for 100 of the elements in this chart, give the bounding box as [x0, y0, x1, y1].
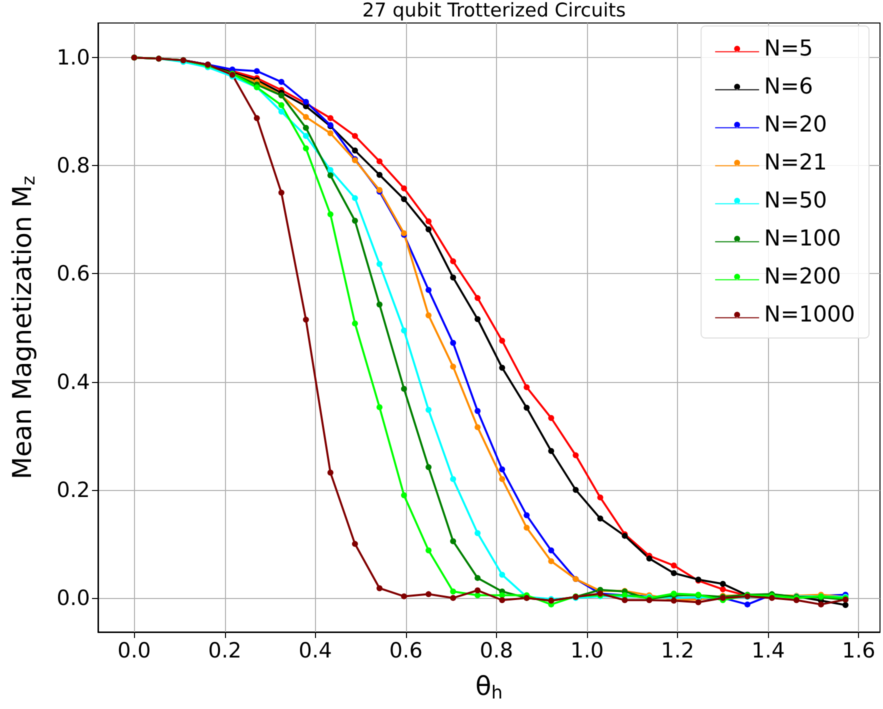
point: [474, 530, 481, 536]
point: [499, 572, 506, 578]
point: [401, 386, 408, 392]
point: [327, 130, 334, 136]
point: [450, 588, 456, 594]
y-tick-label: 1.0: [56, 46, 90, 70]
point: [401, 492, 408, 498]
x-tick-label: 1.0: [570, 638, 604, 662]
point: [499, 476, 506, 482]
x-tick-label: 0.2: [208, 638, 242, 662]
point: [499, 597, 506, 604]
point: [597, 516, 604, 522]
point: [474, 316, 481, 322]
point: [450, 594, 456, 601]
legend-label: N=6: [764, 74, 814, 100]
point: [376, 158, 383, 164]
legend-label: N=50: [764, 188, 828, 214]
point: [254, 115, 260, 122]
legend-label: N=1000: [764, 302, 856, 328]
point: [327, 172, 334, 178]
legend-label: N=20: [764, 112, 828, 138]
x-tick-label: 1.4: [751, 638, 785, 662]
point: [646, 556, 652, 562]
point: [474, 587, 481, 594]
point: [278, 78, 284, 85]
point: [474, 574, 481, 581]
point: [302, 316, 309, 323]
y-tick-label: 0.2: [56, 478, 90, 502]
point: [524, 512, 530, 518]
point: [548, 558, 554, 564]
x-tick-label: 0.8: [480, 638, 514, 662]
point: [426, 591, 432, 598]
point: [744, 601, 750, 608]
point: [450, 258, 456, 264]
point: [524, 404, 530, 411]
point: [302, 145, 309, 152]
point: [327, 166, 334, 173]
x-tick-label: 1.2: [660, 638, 694, 662]
point: [426, 312, 432, 318]
point: [302, 132, 309, 139]
point: [401, 327, 408, 334]
legend-label: N=100: [764, 226, 842, 252]
point: [720, 586, 726, 592]
point: [327, 211, 334, 218]
point: [426, 464, 432, 470]
y-axis-title: Mean Magnetization Mz: [8, 176, 40, 480]
legend-label: N=5: [764, 36, 814, 62]
point: [327, 470, 334, 476]
point: [524, 384, 530, 390]
point: [474, 295, 481, 302]
x-tick-label: 0.4: [298, 638, 332, 662]
point: [450, 274, 456, 281]
point: [376, 585, 383, 592]
point: [376, 261, 383, 268]
point: [548, 547, 554, 554]
point: [499, 364, 506, 371]
point: [818, 601, 824, 608]
point: [426, 406, 432, 413]
point: [401, 185, 408, 192]
point: [597, 494, 604, 500]
x-tick-label: 0.0: [118, 638, 151, 662]
point: [302, 124, 309, 131]
point: [474, 408, 481, 414]
point: [254, 68, 260, 74]
point: [670, 562, 677, 569]
point: [450, 476, 456, 482]
point: [401, 593, 408, 600]
point: [499, 338, 506, 344]
y-tick-label: 0.8: [56, 154, 90, 178]
x-tick-label: 0.6: [389, 638, 423, 662]
point: [499, 466, 506, 472]
chart-title: 27 qubit Trotterized Circuits: [362, 0, 626, 22]
point: [278, 102, 284, 108]
point: [352, 320, 358, 326]
point: [524, 524, 530, 531]
y-tick-label: 0.4: [56, 370, 90, 394]
point: [352, 218, 358, 224]
point: [548, 448, 554, 454]
point: [426, 547, 432, 554]
point: [474, 424, 481, 430]
y-tick-label: 0.6: [56, 262, 90, 286]
point: [278, 190, 284, 196]
legend-label: N=200: [764, 264, 842, 290]
point: [376, 404, 383, 410]
point: [450, 340, 456, 346]
point: [622, 597, 628, 604]
point: [450, 538, 456, 544]
point: [327, 115, 334, 122]
point: [376, 172, 383, 178]
point: [352, 132, 358, 139]
point: [352, 195, 358, 202]
point: [450, 364, 456, 370]
point: [426, 218, 432, 224]
point: [278, 108, 284, 115]
point: [720, 580, 726, 587]
point: [670, 570, 677, 576]
point: [426, 226, 432, 232]
point: [572, 486, 579, 493]
point: [793, 597, 800, 604]
point: [352, 540, 358, 547]
